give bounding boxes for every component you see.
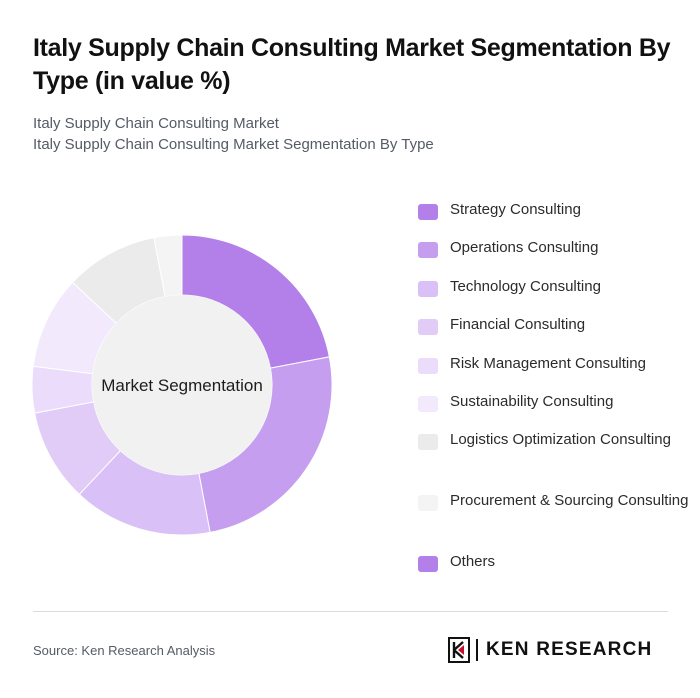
footer-divider	[33, 611, 668, 612]
legend-label: Technology Consulting	[450, 278, 601, 295]
legend-swatch	[418, 434, 438, 450]
legend-item: Strategy Consulting	[418, 198, 700, 221]
subtitle-line-1: Italy Supply Chain Consulting Market	[33, 115, 279, 132]
legend-item: Risk Management Consulting	[418, 352, 700, 375]
slice-1	[198, 356, 333, 533]
legend-label: Strategy Consulting	[450, 201, 581, 218]
legend-item: Logistics Optimization Consulting	[418, 428, 700, 451]
ken-research-logo-icon	[448, 637, 470, 663]
donut-svg: Market Segmentation	[31, 234, 333, 536]
legend-item: Financial Consulting	[418, 313, 700, 336]
legend-label: Others	[450, 553, 496, 570]
brand-separator	[476, 639, 478, 661]
legend-swatch	[418, 242, 438, 258]
subtitle-line-2: Italy Supply Chain Consulting Market Seg…	[33, 136, 434, 153]
brand-name: KEN RESEARCH	[486, 639, 653, 660]
legend-item: Sustainability Consulting	[418, 390, 700, 413]
chart-subtitle: Italy Supply Chain Consulting Market Ita…	[33, 113, 434, 155]
legend-swatch	[418, 281, 438, 297]
legend-swatch	[418, 319, 438, 335]
legend-label: Operations Consulting	[450, 239, 599, 256]
donut-chart: Market Segmentation	[0, 195, 380, 575]
donut-center	[92, 295, 272, 475]
legend-label: Procurement & Sourcing Consulting	[450, 492, 689, 509]
legend-item: Others	[418, 550, 700, 573]
legend-label: Logistics Optimization Consulting	[450, 431, 671, 448]
legend-swatch	[418, 396, 438, 412]
legend-swatch	[418, 495, 438, 511]
legend-item: Operations Consulting	[418, 236, 700, 259]
brand-logo: KEN RESEARCH	[448, 636, 652, 664]
legend-item: Technology Consulting	[418, 275, 700, 298]
legend-swatch	[418, 556, 438, 572]
legend-label: Financial Consulting	[450, 316, 586, 333]
source-note: Source: Ken Research Analysis	[33, 643, 216, 658]
legend-swatch	[418, 358, 438, 374]
chart-title: Italy Supply Chain Consulting Market Seg…	[33, 34, 671, 95]
legend-swatch	[418, 204, 438, 220]
legend-label: Sustainability Consulting	[450, 393, 614, 410]
legend-item: Procurement & Sourcing Consulting	[418, 489, 700, 512]
legend-label: Risk Management Consulting	[450, 355, 646, 372]
center-label: Market Segmentation	[101, 376, 263, 395]
